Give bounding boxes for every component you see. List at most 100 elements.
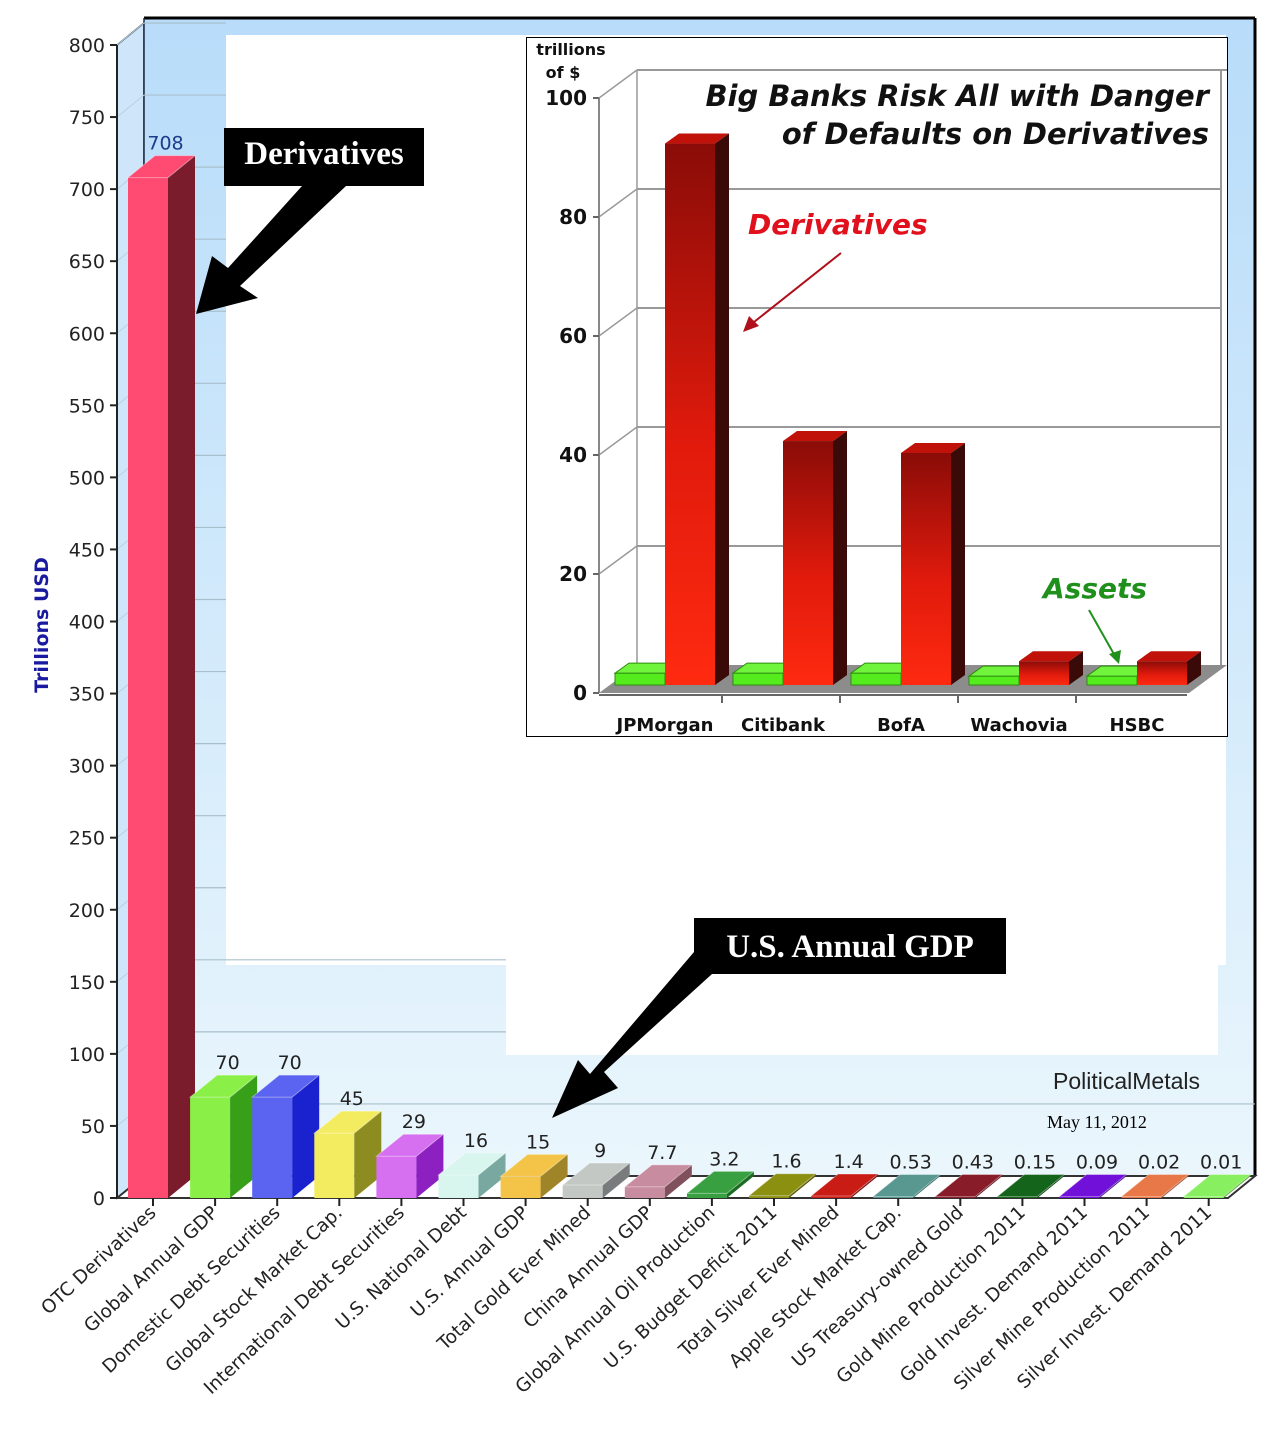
y-tick-label: 500	[69, 467, 105, 489]
bar-front	[1183, 1196, 1224, 1198]
value-label: 0.02	[1138, 1152, 1180, 1174]
bar-11	[809, 1173, 880, 1198]
bar-2	[250, 1074, 321, 1198]
bar-top	[1058, 1174, 1128, 1197]
bar-16	[1120, 1174, 1191, 1198]
inset-x-tick-label: HSBC	[1110, 715, 1165, 736]
bar-top	[933, 1174, 1004, 1197]
value-label: 0.15	[1014, 1152, 1056, 1174]
derivatives-bar-front	[783, 441, 833, 685]
bar-13	[933, 1174, 1004, 1198]
y-tick-label: 550	[69, 395, 105, 417]
bar-top	[995, 1174, 1066, 1197]
derivatives-bar-side	[951, 442, 965, 685]
bar-side	[602, 1163, 630, 1198]
inset-y-tick-label: 80	[559, 205, 587, 229]
bar-side	[354, 1111, 382, 1198]
y-axis: 0 50 100 150 200 250 300 350 400 450 500 550 600 650 7…	[69, 35, 118, 1210]
value-label: 70	[278, 1052, 302, 1074]
bar-top	[561, 1162, 632, 1186]
bar-side	[913, 1174, 941, 1198]
inset-gridline-diag	[598, 426, 638, 456]
inset-chart: 0 20 40 60 80 100 JPMorgan Citibank BofA Wachovi…	[526, 37, 1228, 737]
inset-derivatives-bar-3	[1019, 651, 1083, 685]
y-tick-label: 750	[69, 107, 105, 129]
bar-9	[685, 1170, 756, 1198]
bar-top	[499, 1153, 570, 1177]
derivatives-bar-front	[1137, 661, 1187, 685]
bar-front	[376, 1156, 417, 1198]
value-labels: 708 70 70 45 29 16 15 9 7.7 3.2 1.6 1.4 0.53 0.43 0.15…	[147, 133, 1242, 1174]
value-label: 70	[216, 1052, 240, 1074]
bar-1	[188, 1074, 259, 1198]
inset-derivatives-bar-1	[783, 431, 847, 685]
assets-bar-front	[850, 672, 902, 686]
y-tick-label: 0	[93, 1188, 105, 1210]
bar-12	[871, 1174, 942, 1198]
inset-assets-arrow-icon	[1088, 609, 1116, 657]
value-label: 0.53	[890, 1152, 932, 1174]
inset-y-tick-label: 0	[573, 681, 587, 705]
value-label: 1.4	[833, 1151, 863, 1173]
bar-side	[975, 1174, 1003, 1198]
derivatives-bar-front	[901, 452, 951, 685]
value-label: 45	[340, 1088, 364, 1110]
value-label: 0.43	[952, 1152, 994, 1174]
inset-derivatives-bar-2	[901, 442, 965, 685]
bar-top	[1182, 1174, 1253, 1197]
derivatives-bar-top	[1137, 651, 1201, 662]
bar-side	[540, 1154, 568, 1198]
bar-top	[374, 1133, 445, 1157]
inset-title-line2: of Defaults on Derivatives	[782, 117, 1209, 151]
bar-front	[686, 1193, 727, 1198]
bar-side	[230, 1075, 258, 1198]
inset-assets-arrowhead-icon	[1109, 650, 1121, 664]
inset-derivatives-bar-0	[665, 133, 729, 686]
inset-ylabel-line1: trillions	[536, 40, 605, 59]
bar-side	[416, 1134, 444, 1198]
derivatives-bar-front	[1019, 661, 1069, 685]
inset-y-tick-label: 100	[545, 86, 587, 110]
y-tick-label: 250	[69, 828, 105, 850]
bar-front	[749, 1195, 789, 1198]
bar-side	[851, 1173, 879, 1198]
bar-front	[128, 177, 168, 1199]
y-axis-title: Trillions USD	[31, 557, 53, 693]
inset-title-line1: Big Banks Risk All with Danger	[705, 79, 1210, 113]
assets-bar-front	[732, 672, 784, 686]
inset-y-tick-label: 60	[559, 324, 587, 348]
bar-side	[1099, 1174, 1127, 1198]
inset-bars	[613, 133, 1201, 686]
bar-front	[624, 1186, 665, 1198]
y-tick-label: 150	[69, 972, 105, 994]
bar-8	[623, 1164, 694, 1198]
bar-side	[1223, 1174, 1251, 1198]
bar-top	[1120, 1174, 1191, 1197]
bar-front	[252, 1097, 293, 1198]
inset-gridline-diag	[598, 69, 638, 99]
white-panel-lower	[506, 960, 1218, 1055]
derivatives-callout: Derivatives	[224, 128, 424, 186]
gridline-diag	[116, 94, 145, 118]
derivatives-bar-side	[833, 431, 847, 685]
bar-15	[1058, 1174, 1128, 1198]
inset-derivatives-arrow-icon	[748, 252, 842, 327]
inset-x-tick-label: Wachovia	[970, 715, 1067, 736]
value-label: 9	[594, 1140, 606, 1162]
bar-14	[995, 1174, 1066, 1198]
bar-front	[1121, 1196, 1162, 1198]
brand-label: PoliticalMetals	[1053, 1068, 1200, 1094]
y-tick-label: 400	[69, 612, 105, 634]
y-tick-label: 200	[69, 900, 105, 922]
inset-derivatives-arrowhead-icon	[743, 316, 759, 332]
bar-front	[562, 1185, 603, 1198]
inset-assets-annotation: Assets	[1041, 572, 1147, 605]
derivatives-bar-top	[783, 431, 847, 442]
bar-top	[250, 1074, 321, 1098]
value-label: 0.01	[1200, 1152, 1242, 1174]
bar-front	[314, 1133, 355, 1198]
bar-side	[1161, 1174, 1189, 1198]
value-label: 29	[402, 1111, 426, 1133]
bar-front	[438, 1174, 479, 1198]
derivatives-bar-top	[665, 133, 729, 144]
